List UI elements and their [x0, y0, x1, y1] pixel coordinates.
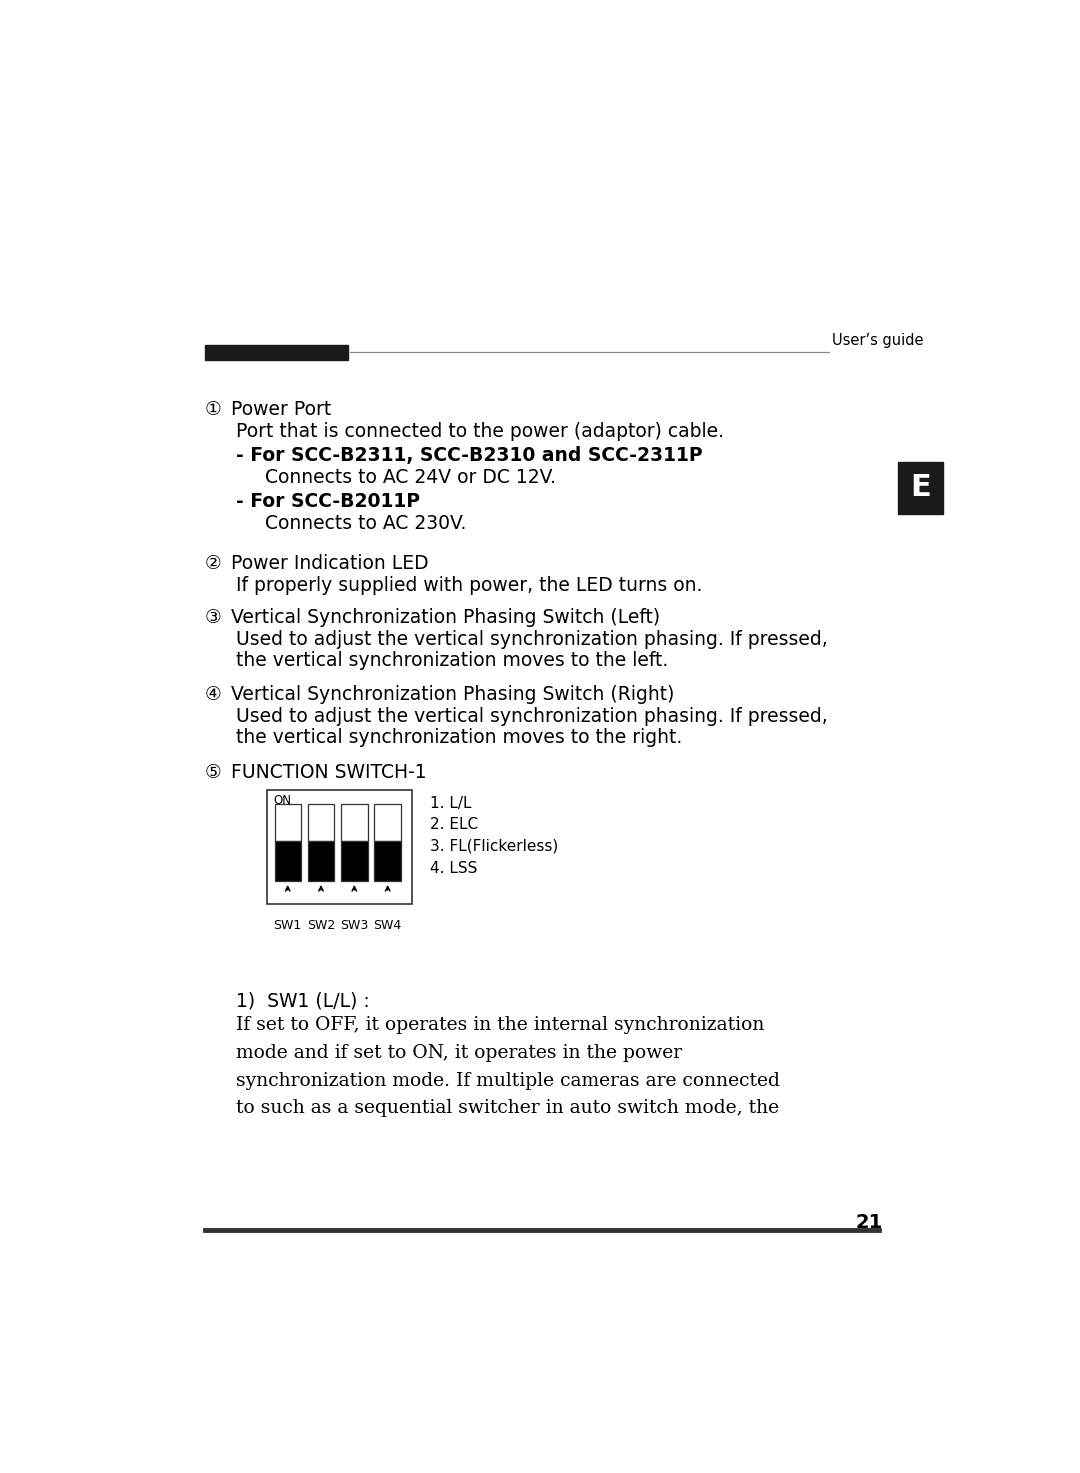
- Text: SW3: SW3: [340, 919, 368, 932]
- Bar: [341, 841, 367, 881]
- Bar: [375, 804, 401, 841]
- Text: 3. FL(Flickerless): 3. FL(Flickerless): [430, 840, 557, 854]
- Text: mode and if set to ON, it operates in the power: mode and if set to ON, it operates in th…: [235, 1044, 681, 1062]
- Text: 21: 21: [855, 1212, 882, 1231]
- Text: ON: ON: [273, 794, 291, 807]
- Text: If set to OFF, it operates in the internal synchronization: If set to OFF, it operates in the intern…: [235, 1016, 765, 1034]
- Text: Connects to AC 230V.: Connects to AC 230V.: [253, 514, 467, 533]
- Text: ③: ③: [205, 608, 221, 627]
- Text: ①: ①: [205, 401, 221, 418]
- Text: 2. ELC: 2. ELC: [430, 818, 477, 832]
- Bar: [205, 345, 348, 359]
- Text: If properly supplied with power, the LED turns on.: If properly supplied with power, the LED…: [235, 576, 702, 595]
- Text: SW4: SW4: [374, 919, 402, 932]
- Text: Power Indication LED: Power Indication LED: [225, 554, 429, 573]
- Text: 1)  SW1 (L/L) :: 1) SW1 (L/L) :: [235, 991, 369, 1010]
- Text: Vertical Synchronization Phasing Switch (Left): Vertical Synchronization Phasing Switch …: [225, 608, 660, 627]
- Text: - For SCC-B2011P: - For SCC-B2011P: [235, 492, 420, 511]
- Text: 1. L/L: 1. L/L: [430, 795, 471, 810]
- Text: Power Port: Power Port: [225, 401, 332, 418]
- Text: Vertical Synchronization Phasing Switch (Right): Vertical Synchronization Phasing Switch …: [225, 685, 674, 704]
- Text: the vertical synchronization moves to the right.: the vertical synchronization moves to th…: [235, 728, 681, 747]
- Text: to such as a sequential switcher in auto switch mode, the: to such as a sequential switcher in auto…: [235, 1099, 779, 1117]
- Bar: [308, 841, 334, 881]
- Text: Port that is connected to the power (adaptor) cable.: Port that is connected to the power (ada…: [235, 421, 724, 440]
- Text: ④: ④: [205, 685, 221, 704]
- Text: Used to adjust the vertical synchronization phasing. If pressed,: Used to adjust the vertical synchronizat…: [235, 707, 827, 726]
- Bar: [308, 804, 334, 841]
- Text: SW1: SW1: [273, 919, 301, 932]
- Text: SW2: SW2: [307, 919, 335, 932]
- Bar: [375, 841, 401, 881]
- Bar: [267, 790, 413, 903]
- Text: ⑤: ⑤: [205, 763, 221, 782]
- Text: ②: ②: [205, 554, 221, 573]
- Bar: [274, 841, 301, 881]
- Text: the vertical synchronization moves to the left.: the vertical synchronization moves to th…: [235, 651, 669, 670]
- Text: synchronization mode. If multiple cameras are connected: synchronization mode. If multiple camera…: [235, 1071, 780, 1090]
- Text: User’s guide: User’s guide: [833, 333, 924, 348]
- Text: - For SCC-B2311, SCC-B2310 and SCC-2311P: - For SCC-B2311, SCC-B2310 and SCC-2311P: [235, 446, 702, 465]
- Text: Used to adjust the vertical synchronization phasing. If pressed,: Used to adjust the vertical synchronizat…: [235, 629, 827, 648]
- Bar: [274, 804, 301, 841]
- Bar: [899, 461, 943, 514]
- Text: FUNCTION SWITCH-1: FUNCTION SWITCH-1: [225, 763, 427, 782]
- Bar: [341, 804, 367, 841]
- Text: Connects to AC 24V or DC 12V.: Connects to AC 24V or DC 12V.: [253, 468, 556, 486]
- Text: 4. LSS: 4. LSS: [430, 860, 477, 875]
- Text: E: E: [910, 473, 931, 502]
